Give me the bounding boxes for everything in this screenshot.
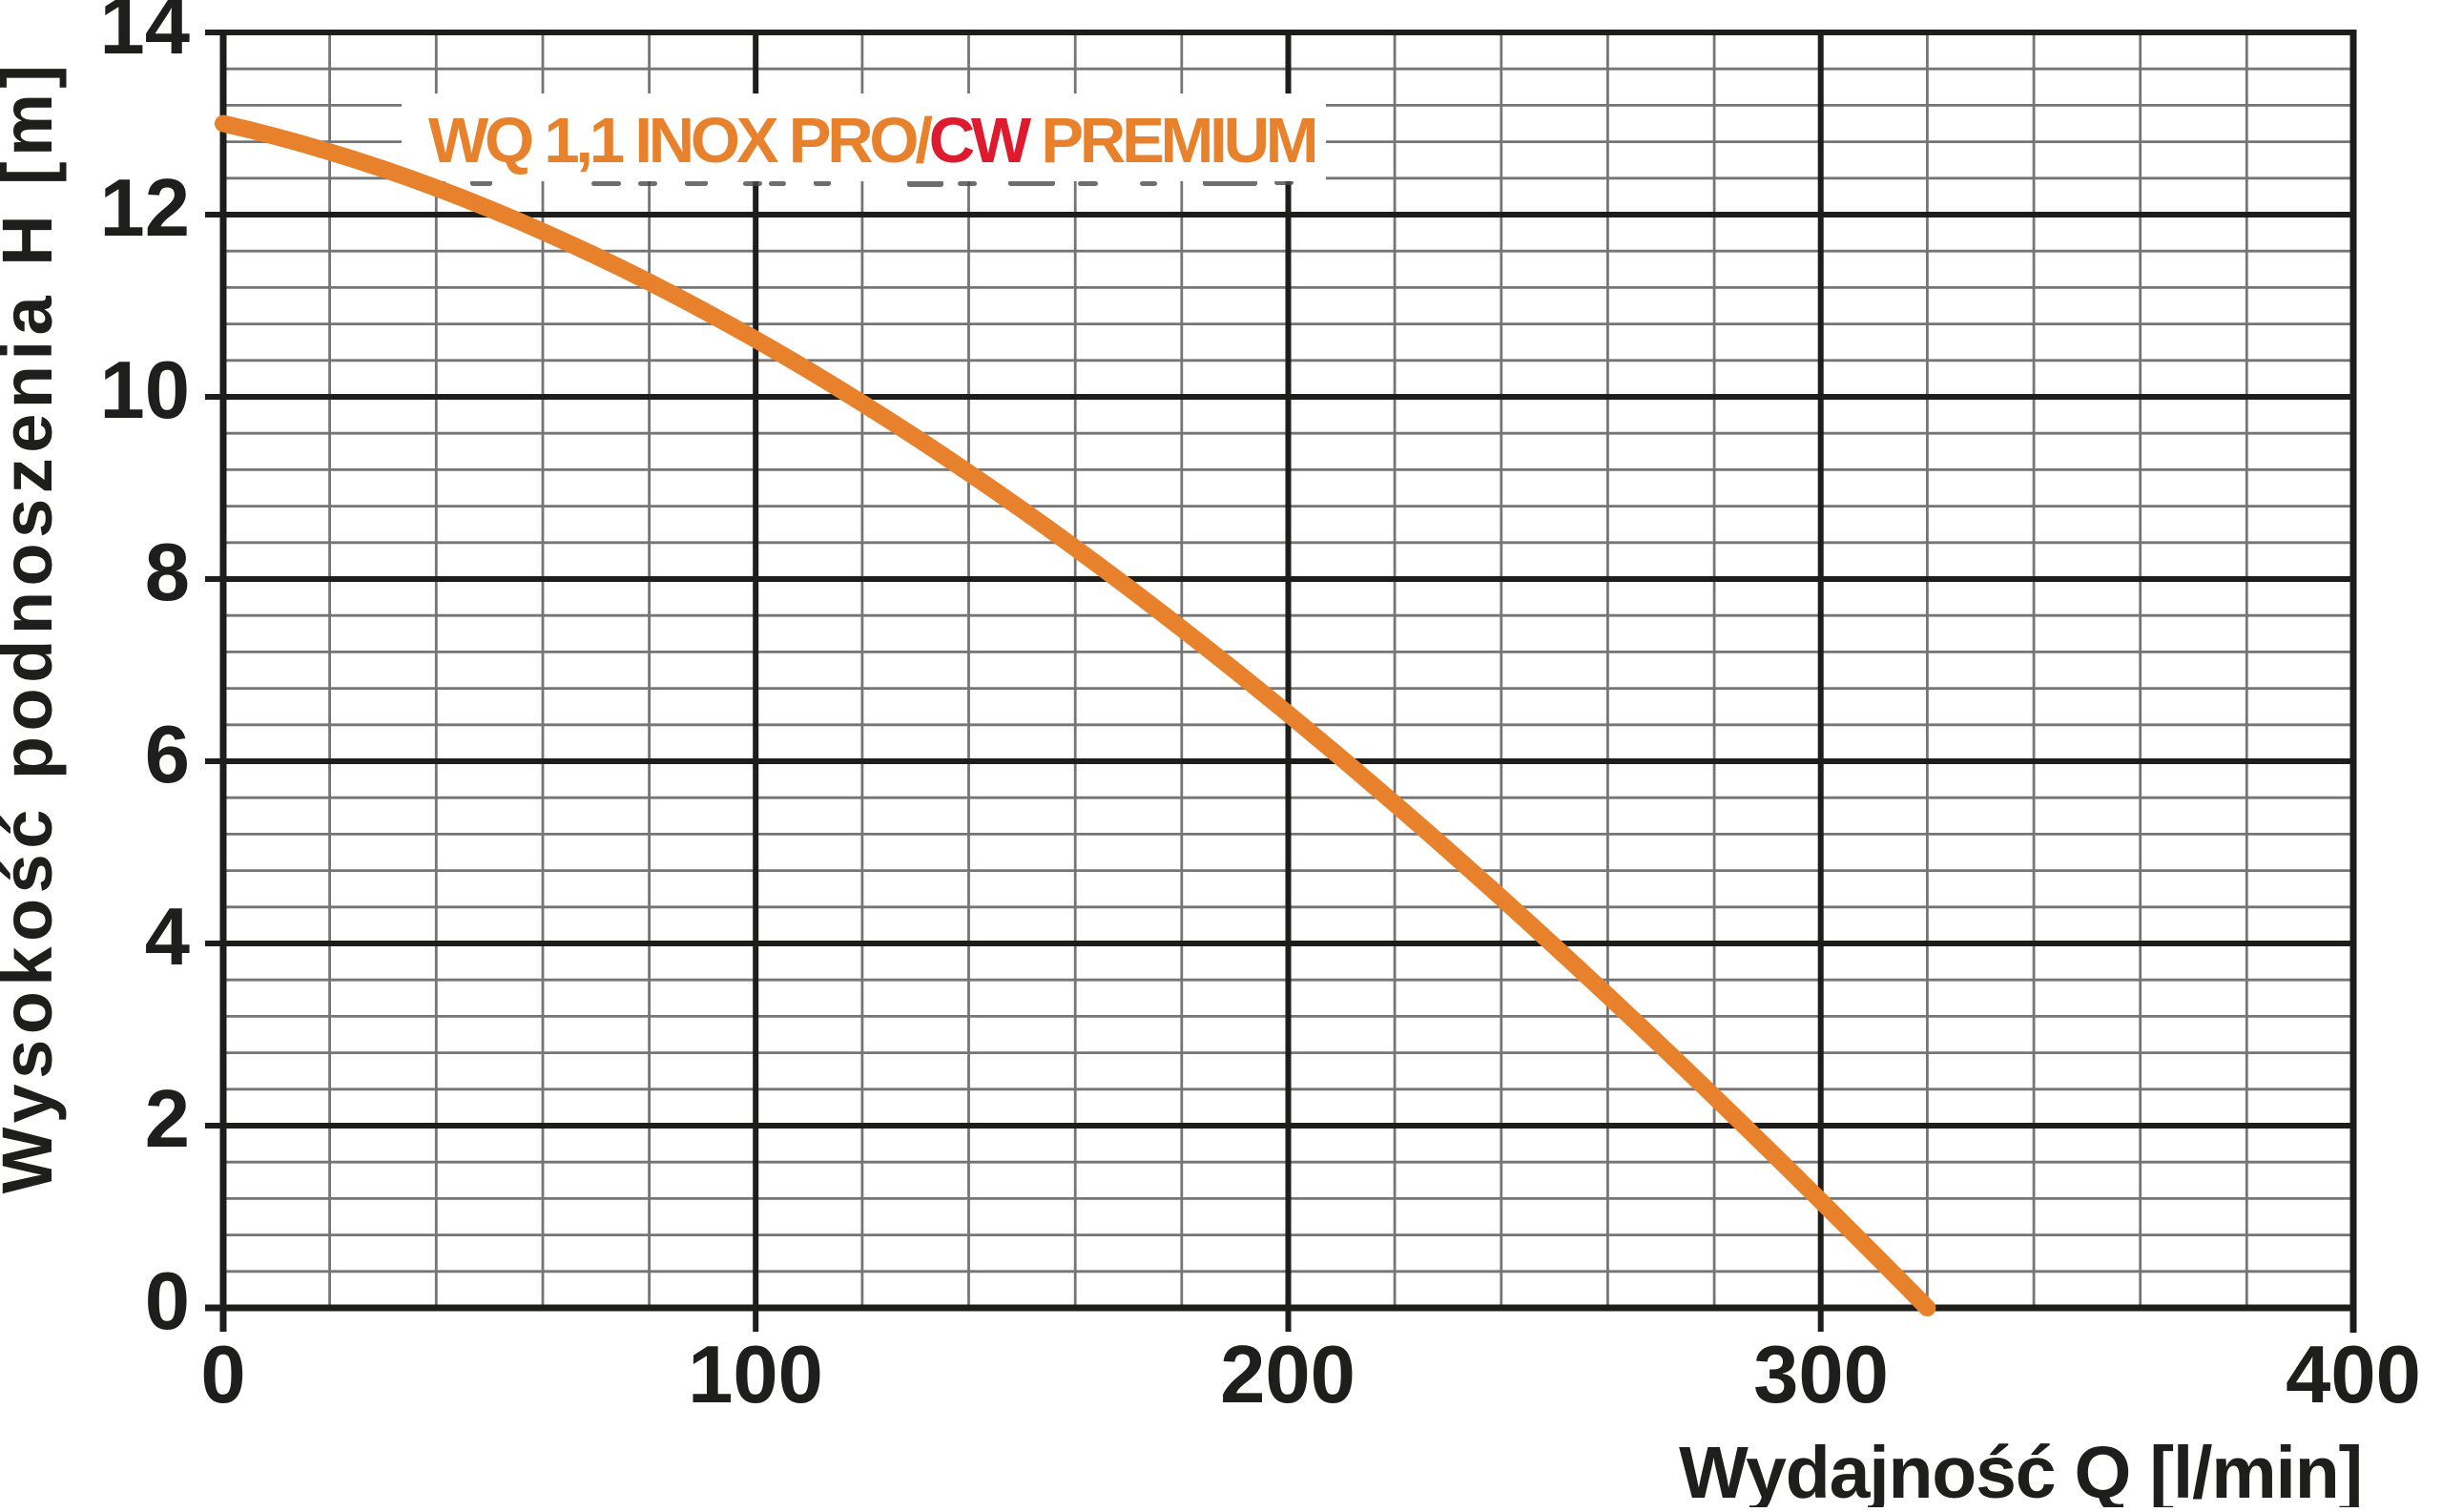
svg-text:14: 14 bbox=[99, 0, 190, 72]
svg-text:8: 8 bbox=[145, 528, 190, 618]
svg-text:0: 0 bbox=[200, 1330, 245, 1420]
svg-text:100: 100 bbox=[688, 1330, 823, 1420]
svg-text:2: 2 bbox=[145, 1074, 190, 1165]
svg-text:WQ 1,1 INOX PRO/CW PREMIUM: WQ 1,1 INOX PRO/CW PREMIUM bbox=[428, 105, 1315, 176]
svg-text:200: 200 bbox=[1220, 1330, 1356, 1420]
svg-text:6: 6 bbox=[145, 710, 190, 800]
svg-text:Wysokość podnoszenia H [m]: Wysokość podnoszenia H [m] bbox=[0, 60, 67, 1194]
svg-text:10: 10 bbox=[99, 345, 190, 436]
svg-text:Wydajność Q [l/min]: Wydajność Q [l/min] bbox=[1679, 1432, 2362, 1507]
svg-text:12: 12 bbox=[99, 163, 190, 254]
svg-text:300: 300 bbox=[1753, 1330, 1889, 1420]
svg-text:0: 0 bbox=[145, 1256, 190, 1347]
svg-text:400: 400 bbox=[2286, 1330, 2421, 1420]
svg-text:4: 4 bbox=[145, 892, 190, 983]
